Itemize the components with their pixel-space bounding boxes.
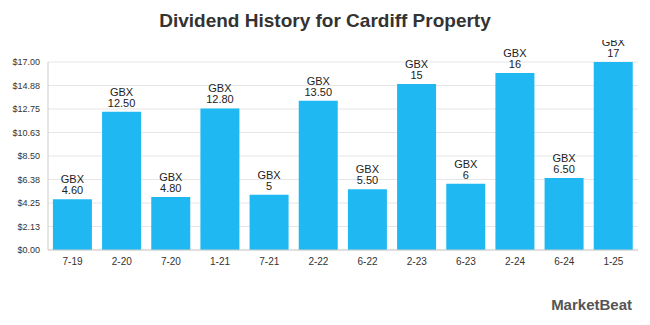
- svg-text:6-23: 6-23: [456, 256, 476, 267]
- svg-text:2-24: 2-24: [505, 256, 525, 267]
- svg-text:GBX6.50: GBX6.50: [552, 152, 576, 175]
- svg-text:$0.00: $0.00: [17, 245, 40, 255]
- svg-text:$6.38: $6.38: [17, 175, 40, 185]
- svg-text:$4.25: $4.25: [17, 198, 40, 208]
- svg-text:6-24: 6-24: [554, 256, 574, 267]
- svg-text:GBX12.80: GBX12.80: [206, 82, 234, 105]
- svg-text:$14.88: $14.88: [12, 81, 40, 91]
- svg-text:GBX5: GBX5: [257, 169, 281, 192]
- svg-text:7-21: 7-21: [259, 256, 279, 267]
- svg-text:6-22: 6-22: [358, 256, 378, 267]
- html-text:Dividend History for Cardiff P: Dividend History for Cardiff Property: [159, 10, 491, 31]
- svg-text:GBX4.60: GBX4.60: [61, 173, 85, 196]
- svg-text:$17.00: $17.00: [12, 57, 40, 67]
- svg-text:GBX17: GBX17: [602, 40, 626, 59]
- svg-text:GBX16: GBX16: [503, 47, 527, 70]
- svg-text:$2.13: $2.13: [17, 222, 40, 232]
- svg-text:GBX12.50: GBX12.50: [108, 86, 136, 109]
- svg-text:$10.63: $10.63: [12, 128, 40, 138]
- html-text:MarketBeat: MarketBeat: [551, 296, 632, 313]
- svg-text:GBX15: GBX15: [405, 58, 429, 81]
- svg-text:2-23: 2-23: [407, 256, 427, 267]
- svg-text:2-22: 2-22: [308, 256, 328, 267]
- svg-text:1-21: 1-21: [210, 256, 230, 267]
- svg-text:$8.50: $8.50: [17, 151, 40, 161]
- svg-text:7-19: 7-19: [63, 256, 83, 267]
- svg-text:$12.75: $12.75: [12, 104, 40, 114]
- svg-text:2-20: 2-20: [112, 256, 132, 267]
- svg-text:7-20: 7-20: [161, 256, 181, 267]
- svg-text:GBX5.50: GBX5.50: [356, 163, 380, 186]
- svg-text:GBX13.50: GBX13.50: [304, 75, 332, 98]
- svg-text:1-25: 1-25: [603, 256, 623, 267]
- svg-text:GBX6: GBX6: [454, 158, 478, 181]
- svg-text:GBX4.80: GBX4.80: [159, 171, 183, 194]
